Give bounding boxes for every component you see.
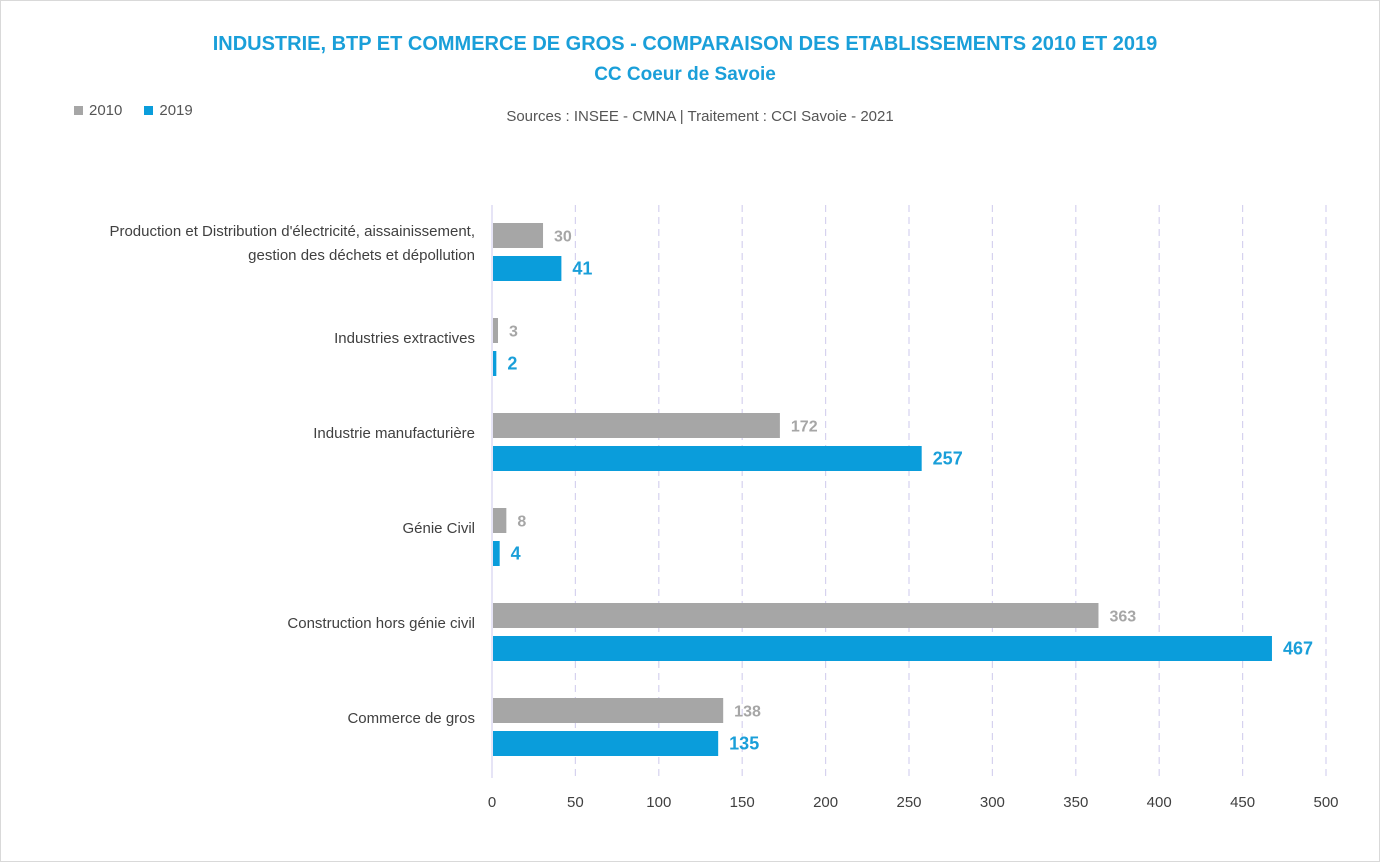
bar-2019-0 (493, 256, 562, 281)
data-label-2010-1: 3 (509, 324, 518, 341)
data-label-2010-0: 30 (554, 229, 572, 246)
chart-title: INDUSTRIE, BTP ET COMMERCE DE GROS - COM… (212, 33, 1158, 55)
x-tick-label-300: 300 (980, 794, 1005, 811)
chart-subtitle: CC Coeur de Savoie (594, 64, 776, 85)
category-label-5: Commerce de gros (347, 710, 475, 727)
bar-2019-5 (493, 731, 719, 756)
bar-2019-4 (493, 636, 1272, 661)
data-label-2010-5: 138 (734, 704, 761, 721)
data-label-2019-2: 257 (933, 449, 963, 469)
x-tick-label-350: 350 (1063, 794, 1088, 811)
data-label-2019-4: 467 (1283, 639, 1313, 659)
bar-2010-5 (493, 698, 724, 723)
x-tick-label-400: 400 (1147, 794, 1172, 811)
x-tick-label-150: 150 (730, 794, 755, 811)
legend-label-2010: 2010 (89, 102, 123, 119)
legend-label-2019: 2019 (159, 102, 193, 119)
data-label-2010-2: 172 (791, 419, 818, 436)
x-tick-label-50: 50 (567, 794, 584, 811)
x-tick-label-200: 200 (813, 794, 838, 811)
category-label-0-line-0: Production et Distribution d'électricité… (109, 223, 475, 240)
x-tick-label-250: 250 (896, 794, 921, 811)
x-tick-label-500: 500 (1313, 794, 1338, 811)
legend-swatch-2019 (144, 106, 154, 115)
data-label-2010-3: 8 (517, 514, 526, 531)
legend: 2010 2019 (74, 102, 193, 119)
category-label-1: Industries extractives (334, 330, 475, 347)
x-tick-label-0: 0 (488, 794, 496, 811)
bar-2019-1 (493, 351, 497, 376)
bar-2010-1 (493, 318, 499, 343)
data-label-2019-1: 2 (507, 354, 517, 374)
bar-2010-2 (493, 413, 780, 438)
bar-2010-4 (493, 603, 1099, 628)
category-label-2: Industrie manufacturière (313, 425, 475, 442)
data-label-2010-4: 363 (1109, 609, 1136, 626)
data-label-2019-5: 135 (729, 734, 759, 754)
x-tick-label-100: 100 (646, 794, 671, 811)
bar-2010-3 (493, 508, 507, 533)
legend-item-2010: 2010 (74, 102, 122, 119)
category-label-3: Génie Civil (402, 520, 475, 537)
legend-item-2019: 2019 (144, 102, 193, 119)
bar-2019-2 (493, 446, 922, 471)
data-label-2019-0: 41 (572, 259, 592, 279)
chart-source: Sources : INSEE - CMNA | Traitement : CC… (506, 108, 894, 125)
category-label-0-line-1: gestion des déchets et dépollution (248, 247, 475, 264)
legend-swatch-2010 (74, 106, 83, 115)
category-label-4: Construction hors génie civil (287, 615, 475, 632)
x-tick-label-450: 450 (1230, 794, 1255, 811)
bar-2019-3 (493, 541, 500, 566)
data-label-2019-3: 4 (511, 544, 521, 564)
bar-2010-0 (493, 223, 544, 248)
